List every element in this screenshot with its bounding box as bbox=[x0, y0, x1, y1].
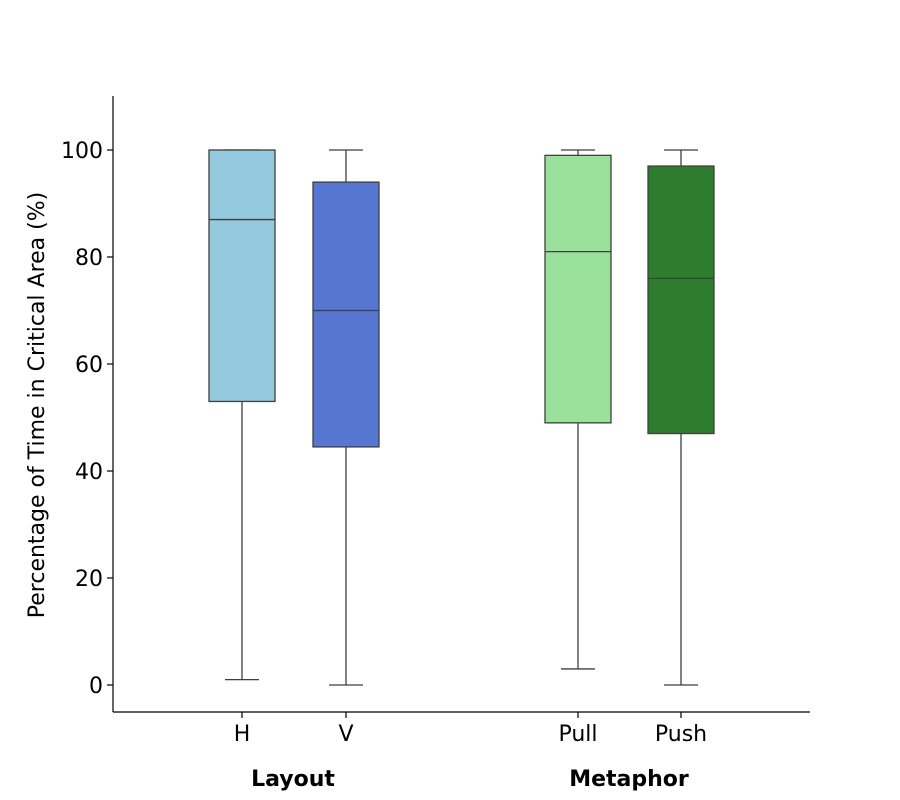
group-labels: Layout Metaphor bbox=[251, 767, 689, 792]
x-tick-label: Pull bbox=[558, 722, 597, 747]
group-label-metaphor: Metaphor bbox=[569, 767, 689, 792]
axes: 0 20 40 60 80 100 H V Pull Push bbox=[61, 96, 810, 747]
y-tick-label: 80 bbox=[75, 246, 103, 271]
iqr-box bbox=[208, 149, 276, 403]
x-tick-label: Push bbox=[655, 722, 707, 747]
group-label-layout: Layout bbox=[251, 767, 335, 792]
iqr-box bbox=[647, 165, 715, 435]
box-h bbox=[208, 149, 276, 681]
x-tick-label: V bbox=[338, 722, 353, 747]
y-tick-label: 100 bbox=[61, 139, 103, 164]
y-tick-label: 0 bbox=[89, 674, 103, 699]
y-axis-label: Percentage of Time in Critical Area (%) bbox=[25, 192, 50, 618]
y-tick-label: 40 bbox=[75, 460, 103, 485]
box-plot-boxes bbox=[208, 149, 715, 686]
iqr-box bbox=[312, 181, 380, 448]
box-v bbox=[312, 149, 380, 686]
y-tick-label: 20 bbox=[75, 567, 103, 592]
box-push bbox=[647, 149, 715, 686]
x-tick-label: H bbox=[234, 722, 251, 747]
iqr-box bbox=[544, 154, 612, 424]
box-pull bbox=[544, 149, 612, 670]
y-tick-label: 60 bbox=[75, 353, 103, 378]
